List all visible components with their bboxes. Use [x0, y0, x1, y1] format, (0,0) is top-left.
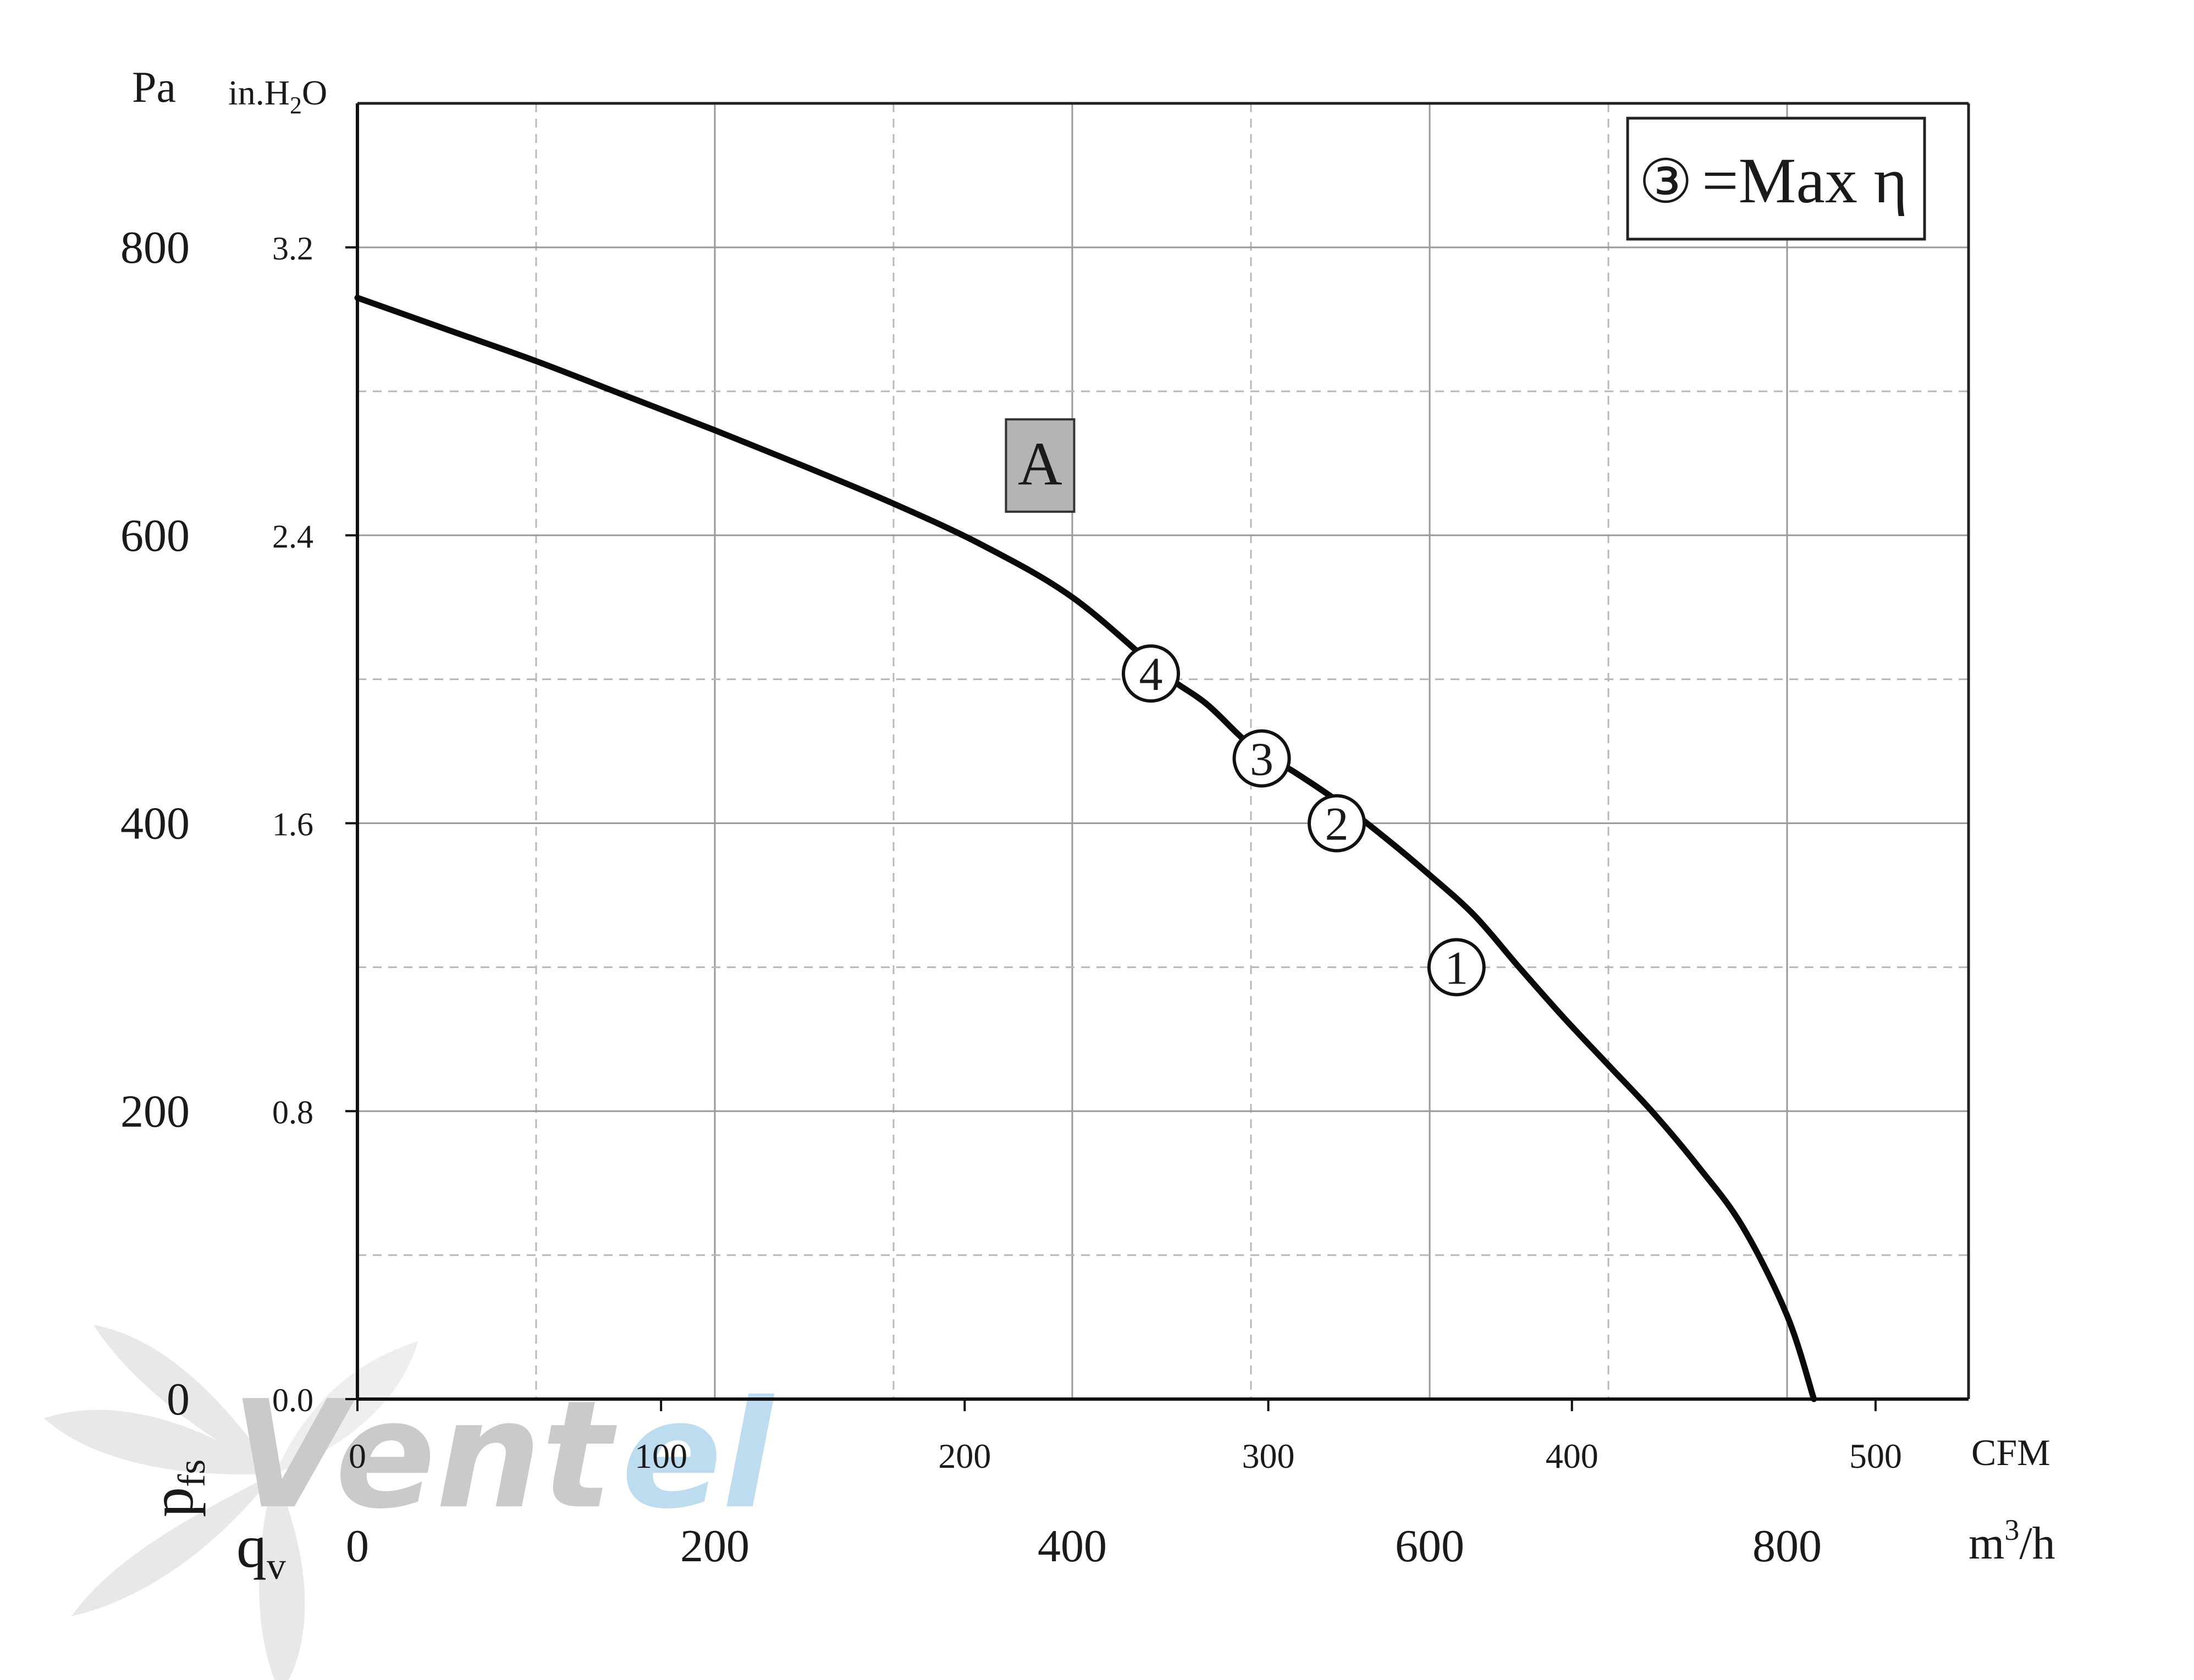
operating-point-marker [1122, 644, 1180, 703]
x-tick-m3h: 0 [346, 1521, 369, 1572]
x-tick-m3h: 200 [680, 1521, 749, 1572]
operating-point-label: 3 [1250, 733, 1274, 786]
legend-symbol: ③ [1639, 148, 1693, 215]
y-tick-inh2o: 0.8 [272, 1094, 313, 1130]
y-tick-inh2o: 2.4 [272, 518, 313, 555]
x-tick-m3h: 400 [1038, 1521, 1107, 1572]
y-axis-title: pfs [139, 1459, 213, 1517]
series-label-box [1005, 418, 1076, 513]
series-curves [354, 295, 1817, 1402]
x-tick-cfm: 200 [938, 1436, 991, 1475]
series-line-A [354, 295, 1817, 1402]
x-unit-cfm: CFM [1971, 1432, 2050, 1473]
legend-text: =Max η [1702, 145, 1908, 217]
operating-point-label: 1 [1445, 941, 1468, 994]
ventel-fan-logo-icon [44, 1325, 418, 1680]
operating-point-marker [1427, 938, 1486, 997]
y-tick-pa: 0 [167, 1374, 190, 1425]
y-tick-pa: 200 [120, 1086, 190, 1137]
operating-point-marker [1232, 729, 1291, 788]
watermark-text-el: el [621, 1368, 775, 1541]
series-labels: A [1005, 418, 1076, 513]
x-tick-cfm: 500 [1849, 1436, 1902, 1475]
y-tick-inh2o: 1.6 [272, 806, 313, 843]
operating-point-marker [1308, 794, 1366, 853]
grid-lines [357, 103, 1969, 1399]
y-tick-inh2o: 3.2 [272, 230, 313, 267]
y-tick-inh2o: 0.0 [272, 1382, 313, 1418]
x-tick-m3h: 600 [1395, 1521, 1464, 1572]
x-tick-cfm: 100 [635, 1436, 687, 1475]
legend: ③ =Max η [1626, 117, 1926, 241]
x-tick-m3h: 800 [1752, 1521, 1822, 1572]
series-label-text: A [1018, 430, 1062, 498]
y-tick-pa: 600 [120, 510, 190, 561]
x-axis-title: qv [236, 1513, 286, 1588]
y-unit-inh2o: in.H2O [228, 73, 327, 119]
operating-points: 1 23 4 [1122, 644, 1486, 997]
y-unit-pa: Pa [132, 63, 176, 112]
axes [356, 102, 1970, 1401]
x-tick-cfm: 400 [1546, 1436, 1598, 1475]
x-tick-cfm: 300 [1242, 1436, 1295, 1475]
y-tick-pa: 800 [120, 222, 190, 273]
operating-point-label: 2 [1325, 798, 1349, 850]
operating-point-label: 4 [1139, 648, 1163, 700]
x-unit-m3h: m3/h [1969, 1513, 2055, 1569]
svg-text:pfs: pfs [139, 1459, 213, 1517]
y-tick-pa: 400 [120, 798, 190, 849]
legend-box [1626, 117, 1926, 241]
ventel-watermark: Vent el [44, 1325, 775, 1680]
x-tick-cfm: 0 [349, 1436, 366, 1475]
watermark-text-vent: Vent [231, 1368, 618, 1541]
